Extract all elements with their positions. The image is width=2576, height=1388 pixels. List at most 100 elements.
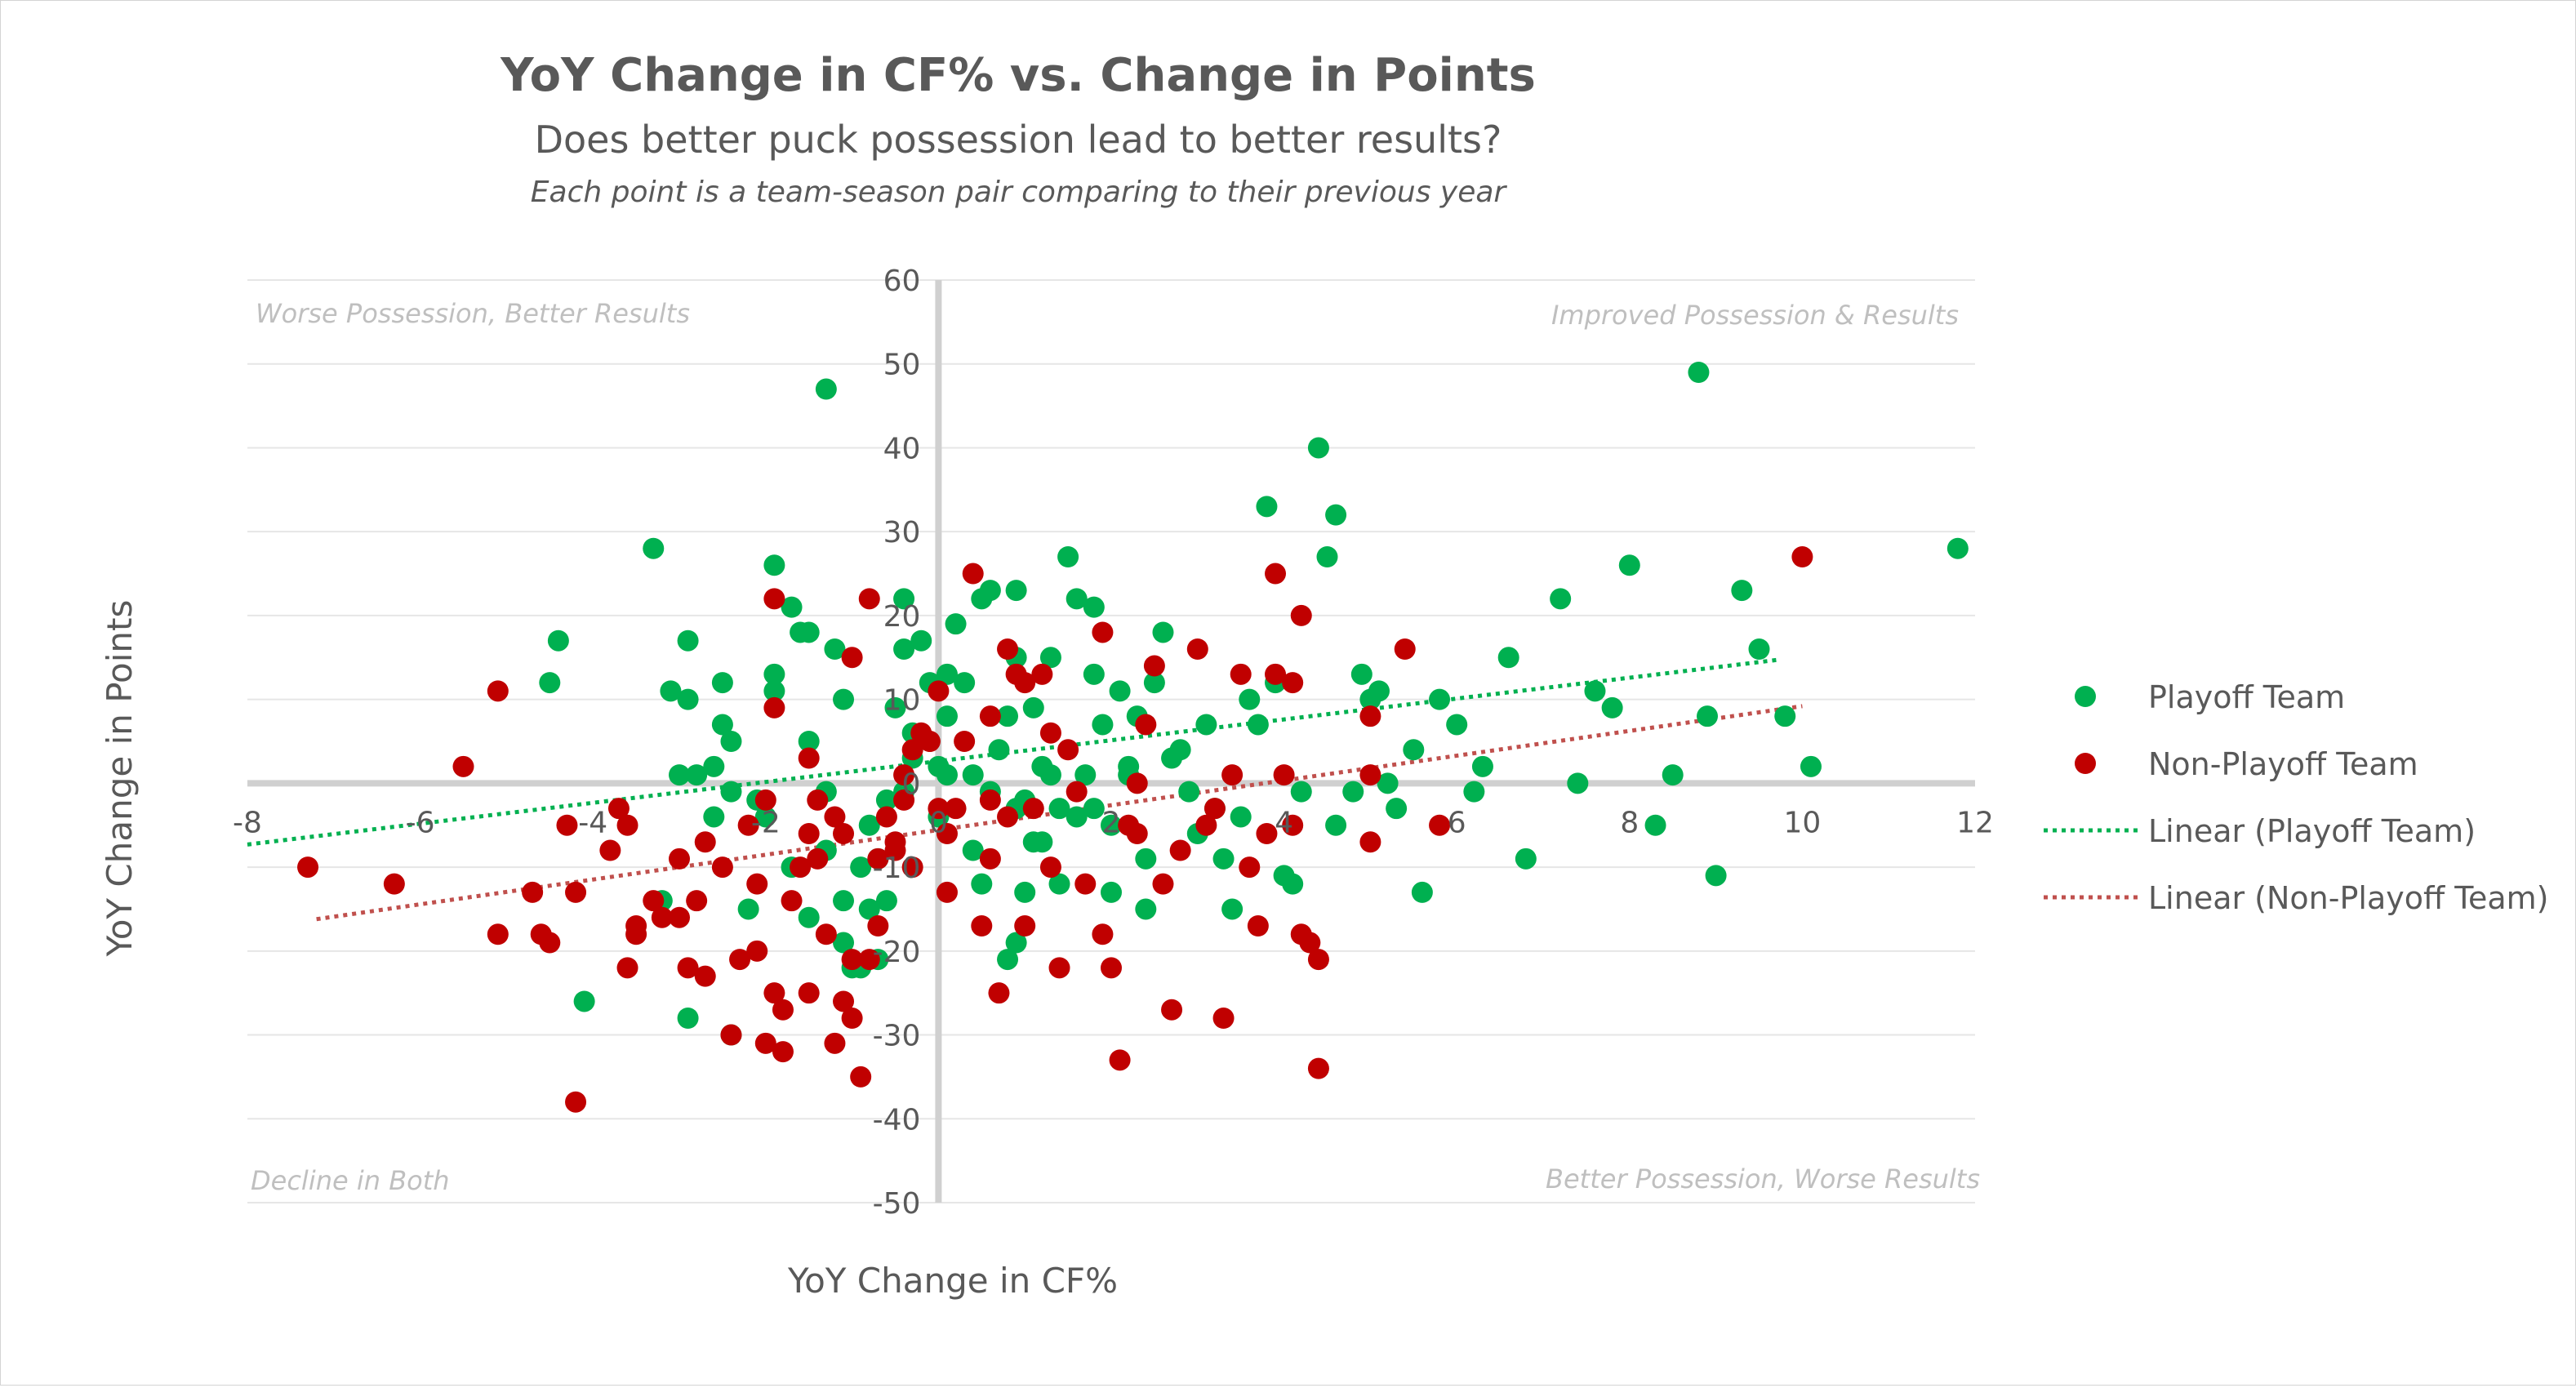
playoff-teampoint (737, 898, 759, 920)
non-playoff-teampoint (1791, 546, 1813, 567)
playoff-teampoint (1688, 362, 1710, 383)
playoff-teampoint (1135, 898, 1157, 920)
non-playoff-teampoint (893, 789, 915, 811)
playoff-teampoint (1247, 714, 1269, 736)
playoff-teampoint (1463, 781, 1485, 803)
y-tick-label: -30 (873, 1020, 921, 1053)
non-playoff-teampoint (875, 806, 897, 828)
quadrant-label-top-left: Worse Possession, Better Results (256, 298, 690, 329)
x-tick-label: 10 (1783, 806, 1821, 839)
non-playoff-teampoint (901, 856, 923, 879)
playoff-teampoint (1048, 798, 1070, 820)
non-playoff-teampoint (945, 798, 967, 820)
playoff-teampoint (1601, 696, 1623, 718)
non-playoff-teampoint (1265, 663, 1287, 685)
non-playoff-teampoint (1169, 839, 1191, 861)
playoff-teampoint (1429, 688, 1451, 710)
non-playoff-teampoint (737, 814, 759, 836)
playoff-teampoint (1014, 881, 1036, 903)
playoff-teampoint (539, 672, 561, 694)
playoff-teampoint (1731, 580, 1753, 602)
non-playoff-teampoint (1161, 999, 1183, 1021)
playoff-teampoint (1169, 739, 1191, 761)
legend: Playoff Team Non-Playoff Team Linear (Pl… (2044, 679, 2549, 916)
y-tick-label: 30 (883, 516, 921, 549)
non-playoff-teampoint (1359, 764, 1381, 786)
playoff-teampoint (988, 739, 1010, 761)
x-axis-title: YoY Change in CF% (787, 1261, 1118, 1301)
playoff-teampoint (884, 696, 906, 718)
playoff-teampoint (833, 932, 855, 954)
playoff-teampoint (997, 949, 1019, 971)
playoff-teampoint (1101, 881, 1122, 903)
playoff-teampoint (1697, 705, 1719, 727)
non-playoff-teampoint (901, 739, 923, 761)
playoff-teampoint (1256, 496, 1278, 518)
non-playoff-teampoint (1126, 823, 1148, 844)
playoff-teampoint (763, 663, 785, 685)
non-playoff-teampoint (1290, 923, 1312, 945)
non-playoff-teampoint (1394, 638, 1416, 660)
playoff-teampoint (1800, 755, 1822, 777)
playoff-teampoint (858, 814, 880, 836)
non-playoff-teampoint (711, 856, 733, 879)
non-playoff-teampoint (694, 831, 716, 853)
playoff-teampoint (979, 580, 1001, 602)
x-tick-label: -2 (751, 806, 781, 839)
non-playoff-teampoint (1014, 915, 1036, 936)
playoff-teampoint (1005, 932, 1027, 954)
playoff-teampoint (824, 638, 846, 660)
y-tick-label: -20 (873, 936, 921, 969)
playoff-teampoint (1109, 680, 1131, 702)
playoff-teampoint (1411, 881, 1433, 903)
playoff-teampoint (1350, 663, 1373, 685)
playoff-teampoint (815, 378, 837, 400)
non-playoff-teampoint (754, 789, 776, 811)
y-tick-label: -50 (873, 1187, 921, 1221)
x-tick-label: 2 (1102, 806, 1121, 839)
non-playoff-teampoint (746, 940, 768, 962)
non-playoff-teampoint (841, 1008, 863, 1029)
playoff-teampoint (686, 764, 708, 786)
non-playoff-teampoint (1039, 722, 1061, 744)
non-playoff-teampoint (1092, 621, 1114, 643)
non-playoff-teampoint (884, 831, 906, 853)
playoff-teampoint (1195, 714, 1217, 736)
x-tick-label: 8 (1620, 806, 1639, 839)
playoff-teampoint (936, 663, 958, 685)
playoff-teampoint (833, 890, 855, 912)
non-playoff-teampoint (651, 906, 673, 928)
playoff-teampoint (763, 680, 785, 702)
non-playoff-teampoint (556, 814, 578, 836)
playoff-teampoint (1644, 814, 1666, 836)
non-playoff-teampoint (1282, 672, 1304, 694)
playoff-teampoint (1497, 647, 1519, 669)
y-tick-label: 40 (883, 432, 921, 465)
playoff-teampoint (1386, 798, 1408, 820)
playoff-teampoint (1039, 764, 1061, 786)
non-playoff-teampoint (1022, 798, 1044, 820)
non-playoff-teampoint (1143, 655, 1165, 677)
non-playoff-teampoint (1265, 563, 1287, 585)
non-playoff-teampoint (1290, 604, 1312, 626)
playoff-teampoint (798, 621, 820, 643)
non-playoff-teampoint (798, 823, 820, 844)
playoff-teampoint (962, 839, 984, 861)
non-playoff-teampoint (1212, 1008, 1235, 1029)
non-playoff-teampoint (1039, 856, 1061, 879)
playoff-teampoint (910, 629, 932, 652)
playoff-teampoint (1057, 546, 1079, 567)
playoff-teampoint (1774, 705, 1796, 727)
chart-note: Each point is a team-season pair compari… (531, 176, 1508, 209)
non-playoff-teampoint (1101, 957, 1122, 979)
non-playoff-teampoint (487, 923, 509, 945)
playoff-teampoint (669, 764, 690, 786)
playoff-teampoint (1031, 831, 1053, 853)
y-tick-label: 10 (883, 684, 921, 718)
x-tick-label: -6 (406, 806, 435, 839)
playoff-teampoint (1377, 772, 1399, 794)
playoff-teampoint (1230, 806, 1252, 828)
non-playoff-teampoint (841, 949, 863, 971)
